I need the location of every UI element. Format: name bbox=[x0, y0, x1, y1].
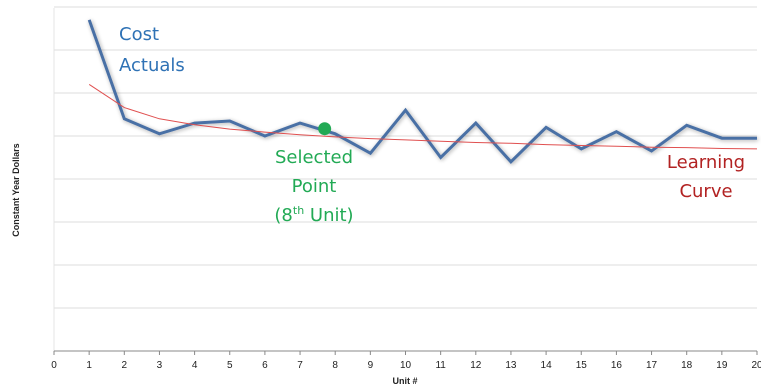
learning-curve-label-line1: Learning bbox=[667, 152, 745, 173]
selected-line3-suffix: Unit) bbox=[304, 205, 353, 226]
x-tick-label: 3 bbox=[157, 360, 163, 371]
x-tick-label: 17 bbox=[646, 360, 658, 371]
selected-line3-sup: th bbox=[293, 204, 304, 217]
cost-actuals-label-line1: Cost bbox=[119, 24, 159, 45]
x-tick-label: 18 bbox=[681, 360, 693, 371]
series-line-learning-curve bbox=[88, 83, 758, 150]
x-tick-label: 2 bbox=[122, 360, 128, 371]
y-axis-title: Constant Year Dollars bbox=[11, 143, 21, 236]
x-tick-label: 4 bbox=[192, 360, 198, 371]
x-tick-label: 16 bbox=[611, 360, 623, 371]
x-axis-title: Unit # bbox=[392, 376, 417, 386]
x-tick-label: 0 bbox=[51, 360, 57, 371]
x-tick-label: 11 bbox=[435, 360, 446, 371]
x-tick-label: 12 bbox=[470, 360, 482, 371]
x-tick-label: 5 bbox=[227, 360, 233, 371]
selected-point-label-line1: Selected bbox=[275, 147, 353, 168]
x-tick-label: 7 bbox=[297, 360, 303, 371]
series-line-cost-actuals bbox=[87, 19, 757, 164]
annotations: Cost Actuals Selected Point (8th Unit) L… bbox=[119, 24, 745, 226]
x-tick-label: 1 bbox=[86, 360, 92, 371]
learning-curve-label-line2: Curve bbox=[679, 181, 732, 202]
selected-point-label-line3: (8th Unit) bbox=[274, 204, 353, 226]
series-layer bbox=[87, 19, 758, 164]
x-tick-label: 13 bbox=[505, 360, 517, 371]
x-axis-ticks: 0 1 2 3 4 5 6 7 8 9 10 11 12 13 14 15 16 17 18 19 20 bbox=[51, 351, 761, 371]
x-tick-label: 15 bbox=[576, 360, 588, 371]
selected-line3-prefix: (8 bbox=[274, 205, 292, 226]
x-tick-label: 6 bbox=[262, 360, 268, 371]
x-tick-label: 10 bbox=[400, 360, 412, 371]
gridlines bbox=[53, 6, 757, 351]
x-tick-label: 9 bbox=[368, 360, 374, 371]
selected-point-label-line2: Point bbox=[292, 176, 337, 197]
selected-point-marker bbox=[318, 122, 332, 136]
x-tick-label: 20 bbox=[751, 360, 761, 371]
cost-actuals-label-line2: Actuals bbox=[119, 55, 185, 76]
x-tick-label: 14 bbox=[541, 360, 553, 371]
x-tick-label: 8 bbox=[332, 360, 338, 371]
x-tick-label: 19 bbox=[716, 360, 728, 371]
